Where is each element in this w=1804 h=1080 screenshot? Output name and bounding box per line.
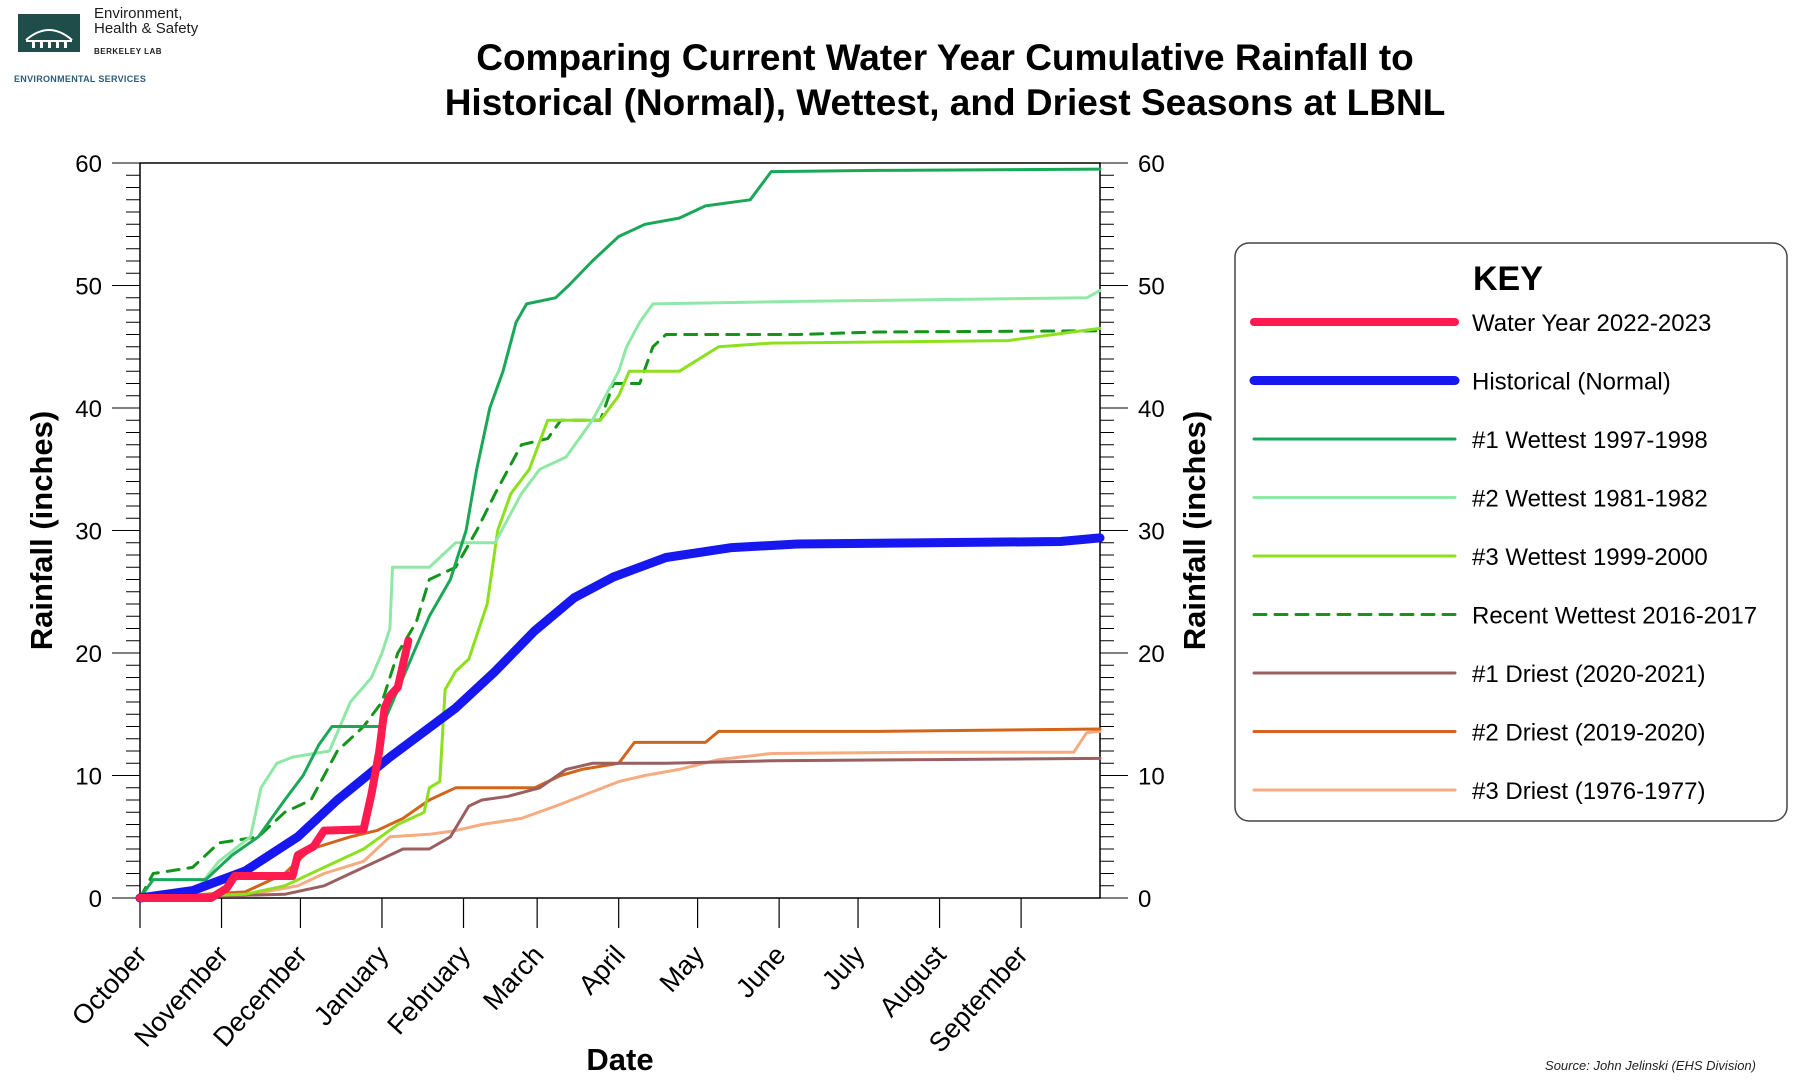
berkeley-lab-logo-icon	[18, 14, 80, 52]
logo-line-3: BERKELEY LAB	[94, 47, 163, 56]
series-line-4	[138, 288, 1102, 900]
y-tick-label-left: 20	[75, 641, 102, 668]
axes-frame	[112, 162, 1128, 928]
legend: KEY Water Year 2022-2023 Historical (Norma…	[1234, 242, 1788, 822]
series-line-3	[138, 167, 1102, 900]
chart-title-line-1: Comparing Current Water Year Cumulative …	[476, 37, 1414, 78]
y-tick-label-left: 30	[75, 519, 102, 546]
y-tick-label-left: 40	[75, 396, 102, 423]
y-tick-label-right: 10	[1138, 764, 1165, 791]
legend-label-8: #2 Driest (2019-2020)	[1472, 720, 1705, 747]
logo-subtitle: ENVIRONMENTAL SERVICES	[14, 74, 147, 84]
chart-title: Comparing Current Water Year Cumulative …	[330, 35, 1560, 125]
series-line-9	[138, 729, 1102, 900]
legend-label-5: #3 Wettest 1999-2000	[1472, 544, 1708, 571]
y-tick-label-left: 50	[75, 274, 102, 301]
legend-label-3: #1 Wettest 1997-1998	[1472, 427, 1708, 454]
x-tick-label-january: January	[308, 940, 395, 1032]
source-note: Source: John Jelinski (EHS Division)	[1545, 1058, 1756, 1073]
legend-title: KEY	[1473, 260, 1543, 298]
legend-box	[1234, 242, 1788, 822]
plot-frame	[139, 162, 1101, 899]
x-tick-label-july: July	[816, 940, 871, 996]
chart-title-line-2: Historical (Normal), Wettest, and Driest…	[444, 82, 1446, 123]
series-lines	[135, 167, 1105, 903]
legend-label-7: #1 Driest (2020-2021)	[1472, 661, 1705, 688]
x-tick-label-august: August	[873, 940, 952, 1023]
legend-label-4: #2 Wettest 1981-1982	[1472, 486, 1708, 513]
legend-label-2: Historical (Normal)	[1472, 369, 1671, 396]
legend-label-1: Water Year 2022-2023	[1472, 310, 1711, 337]
y-tick-label-right: 0	[1138, 886, 1151, 913]
x-tick-label-june: June	[730, 940, 791, 1004]
x-tick-label-march: March	[477, 940, 549, 1016]
legend-label-6: Recent Wettest 2016-2017	[1472, 603, 1757, 630]
y-tick-label-left: 10	[75, 764, 102, 791]
y-tick-label-right: 50	[1138, 274, 1165, 301]
x-tick-label-may: May	[654, 940, 711, 998]
series-line-7	[138, 756, 1102, 900]
x-axis-title: Date	[586, 1042, 653, 1077]
series-line-6	[138, 329, 1102, 900]
x-tick-label-april: April	[573, 940, 631, 1000]
y-tick-label-right: 30	[1138, 519, 1165, 546]
y-tick-label-right: 60	[1138, 151, 1165, 178]
logo: Environment, Health & Safety BERKELEY LA…	[14, 6, 204, 84]
series-line-5	[138, 326, 1102, 900]
logo-text: Environment, Health & Safety	[94, 6, 198, 36]
x-tick-label-october: October	[66, 940, 153, 1031]
y-tick-label-left: 60	[75, 151, 102, 178]
y-tick-label-left: 0	[89, 886, 102, 913]
y-tick-label-right: 40	[1138, 396, 1165, 423]
x-tick-label-february: February	[381, 940, 476, 1041]
series-line-1	[136, 636, 413, 902]
logo-line-2: Health & Safety	[94, 20, 199, 37]
y-axis-title-left: Rainfall (inches)	[24, 411, 59, 650]
y-axis-title-right: Rainfall (inches)	[1177, 411, 1212, 650]
legend-label-9: #3 Driest (1976-1977)	[1472, 778, 1705, 805]
series-line-2	[135, 533, 1105, 903]
logo-line-1: Environment,	[94, 5, 183, 22]
y-tick-label-right: 20	[1138, 641, 1165, 668]
